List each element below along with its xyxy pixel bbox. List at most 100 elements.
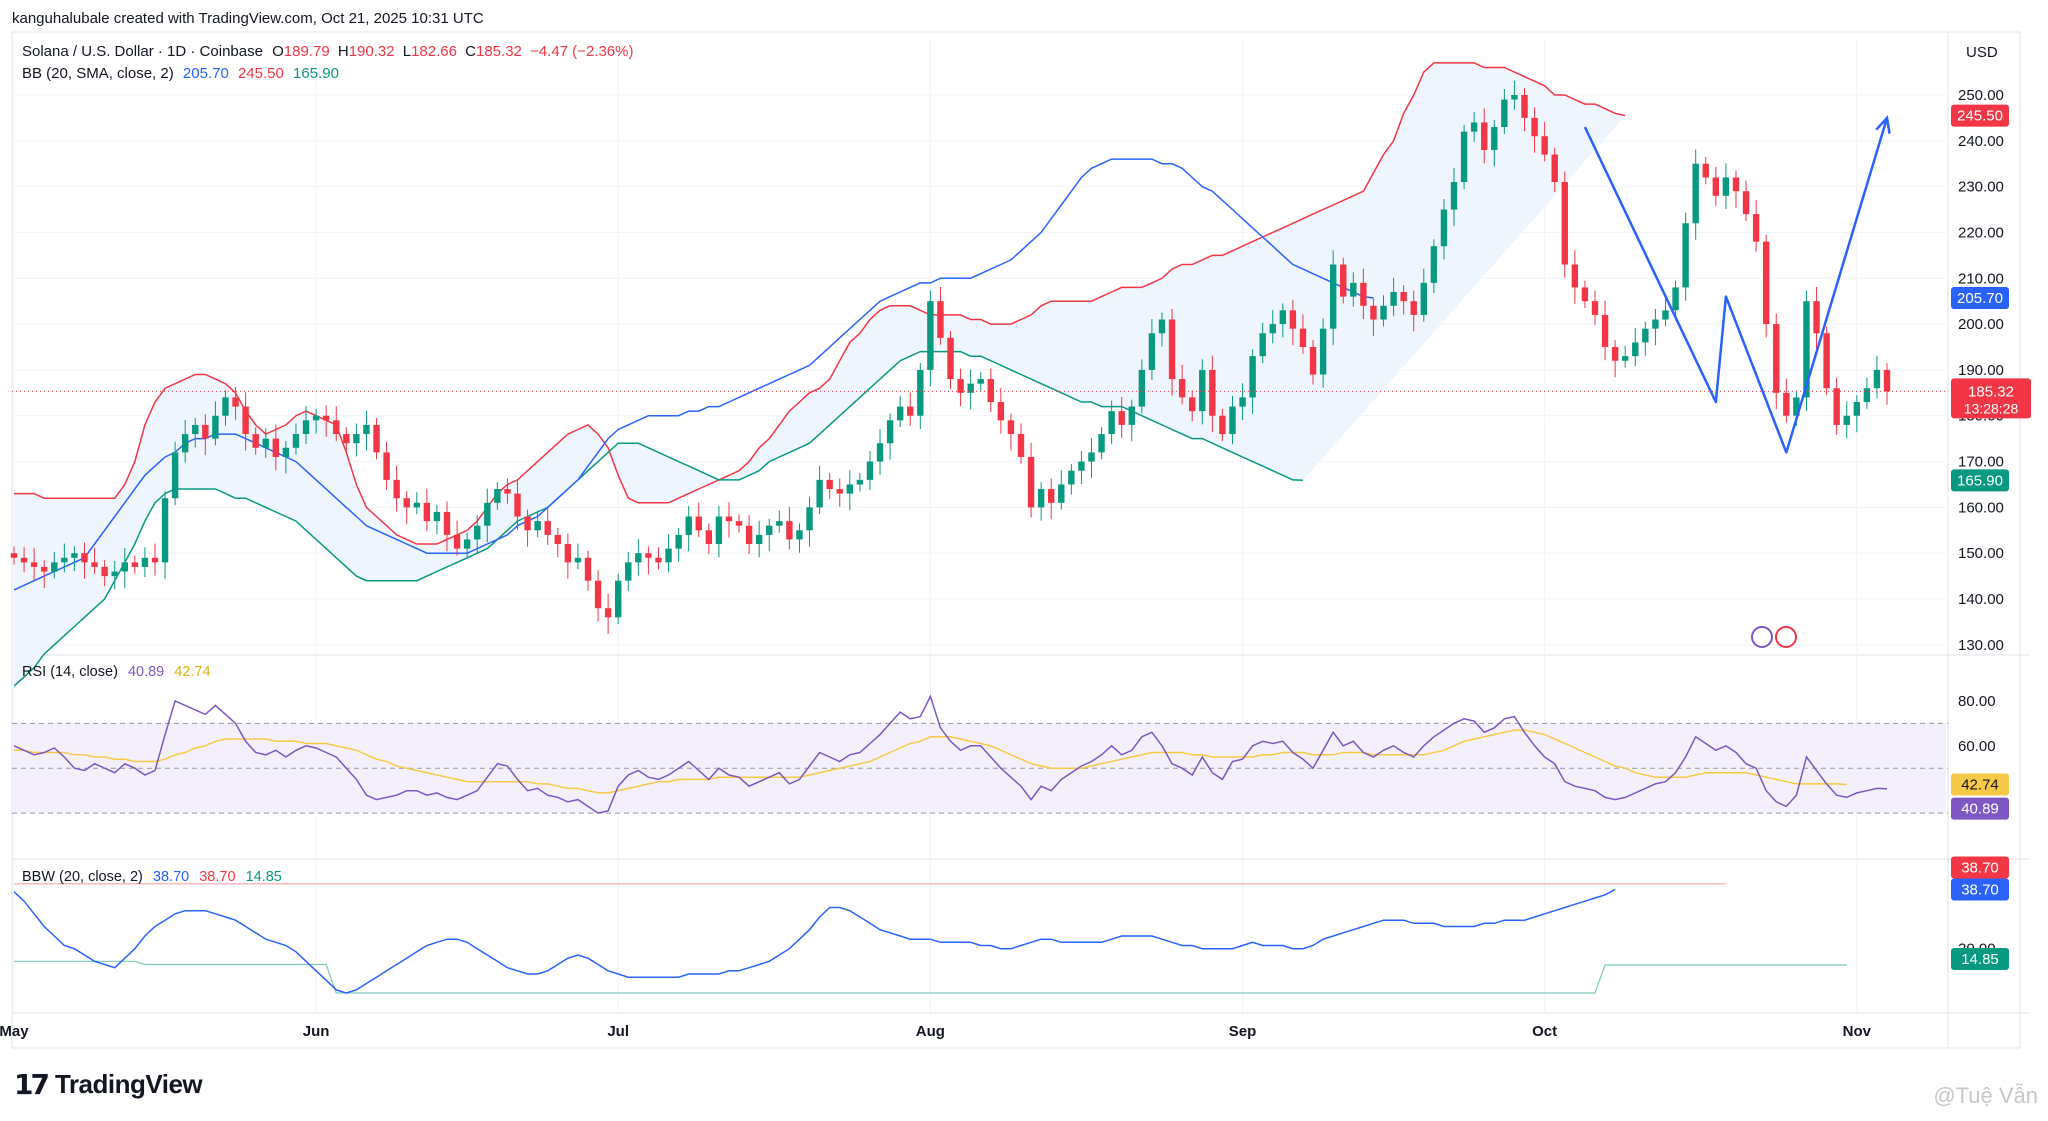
candle <box>1863 377 1871 409</box>
candle <box>1752 199 1760 252</box>
candle-body <box>1863 388 1871 402</box>
candle-body <box>1360 282 1367 306</box>
candle-body <box>1813 301 1820 334</box>
candle-body <box>917 369 924 416</box>
candle-body <box>61 557 68 563</box>
candle-body <box>1239 397 1246 407</box>
candle <box>1209 355 1216 433</box>
candle <box>876 429 884 475</box>
candle <box>161 491 169 579</box>
price-tick-label: 200.00 <box>1958 316 2004 333</box>
time-tick-label: Jun <box>303 1023 330 1040</box>
bbw-value-3: 14.85 <box>245 869 282 885</box>
candle <box>1722 163 1730 210</box>
candle <box>1048 478 1055 520</box>
bbw-lowest-line <box>14 960 1847 994</box>
candle-body <box>866 461 874 480</box>
candle-body <box>1118 411 1125 425</box>
rsi-label[interactable]: RSI (14, close) <box>22 664 118 680</box>
candle <box>111 560 118 590</box>
candle-body <box>604 608 612 618</box>
candle-body <box>192 424 199 435</box>
candle-body <box>353 434 360 444</box>
symbol-title[interactable]: Solana / U.S. Dollar · 1D · Coinbase <box>22 43 263 60</box>
candle <box>755 520 763 558</box>
candle-body <box>806 507 813 531</box>
candle <box>51 551 58 579</box>
candle-body <box>1481 122 1488 150</box>
candle-body <box>474 525 481 540</box>
candle-body <box>947 337 954 380</box>
price-tick-label: 220.00 <box>1958 224 2004 241</box>
candle <box>1148 319 1156 380</box>
candle-body <box>1591 301 1599 315</box>
price-tick-label: 250.00 <box>1958 87 2004 104</box>
candle-body <box>272 438 280 457</box>
candle <box>20 547 28 573</box>
candle-body <box>1873 369 1881 389</box>
candle <box>71 546 78 572</box>
chart-frame <box>11 31 2021 1049</box>
candle <box>363 410 370 451</box>
rsi-legend: RSI (14, close) 40.89 42.74 <box>22 664 217 680</box>
candle-body <box>423 502 431 522</box>
candle <box>977 372 984 391</box>
rsi-badge: 40.89 <box>1961 801 1999 818</box>
candle-body <box>1289 310 1297 329</box>
candle <box>1390 277 1397 316</box>
candle-body <box>846 484 854 494</box>
candle <box>1340 257 1347 304</box>
candle-body <box>1027 456 1035 508</box>
candle-body <box>1128 406 1135 425</box>
candle-body <box>1491 127 1498 150</box>
candle <box>1007 413 1015 451</box>
candle <box>403 491 410 524</box>
bbw-value-2: 38.70 <box>199 869 236 885</box>
bb-basis-line <box>13 158 1374 591</box>
candle-body <box>675 534 682 549</box>
candle <box>192 418 199 448</box>
candle <box>474 515 481 553</box>
candle <box>1098 427 1105 460</box>
candle-body <box>1642 328 1649 343</box>
price-tick-label: 230.00 <box>1958 179 2004 196</box>
candle <box>383 441 390 490</box>
candle-body <box>937 301 944 338</box>
candle-body <box>1219 415 1226 435</box>
price-badge-bg <box>1951 104 2009 127</box>
candle <box>262 428 269 458</box>
candle-body <box>1581 287 1589 302</box>
candle <box>695 502 702 538</box>
bb-label[interactable]: BB (20, SMA, close, 2) <box>22 65 174 82</box>
candle <box>514 479 521 530</box>
candle-body <box>645 553 652 558</box>
candle <box>393 465 400 512</box>
candle <box>1642 321 1649 356</box>
candle-body <box>232 397 239 407</box>
candle <box>574 543 582 570</box>
candle <box>766 518 773 552</box>
candle <box>1460 124 1468 189</box>
candle-body <box>1742 191 1750 215</box>
bbw-lowest-badge-bg <box>1951 947 2009 970</box>
price-badge-bg <box>1951 286 2009 309</box>
candle-body <box>1329 264 1337 329</box>
candle-body <box>685 516 692 535</box>
candle <box>433 505 441 535</box>
candle-body <box>584 557 592 581</box>
candle-body <box>463 539 471 549</box>
tradingview-logo[interactable]: 17 TradingView <box>14 1068 203 1101</box>
candle <box>1501 89 1508 134</box>
candle-body <box>504 489 511 494</box>
candle <box>524 509 531 547</box>
candle <box>1188 390 1196 422</box>
candle <box>1329 250 1337 346</box>
candle-body <box>1501 99 1508 128</box>
candle <box>917 363 924 430</box>
currency-button[interactable]: USD <box>1966 44 1998 61</box>
candle <box>937 286 944 345</box>
candle-body <box>171 452 179 499</box>
bbw-label[interactable]: BBW (20, close, 2) <box>22 869 143 885</box>
candle-body <box>1108 411 1115 435</box>
